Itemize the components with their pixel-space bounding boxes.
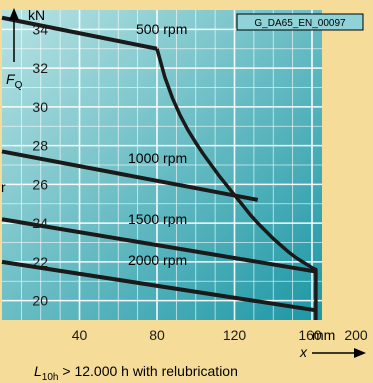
series-line-2	[1, 149, 259, 202]
figure-code: G_DA65_EN_00097	[254, 18, 346, 29]
series-line-4	[1, 259, 317, 313]
series-line-1	[1, 15, 158, 51]
x-unit: mm	[312, 327, 335, 343]
y-tick-label: 24	[32, 215, 48, 231]
x-tick-label: 160	[298, 327, 322, 343]
series-label-1: 500 rpm	[136, 21, 187, 37]
x-tick-label: 200	[344, 327, 368, 343]
series-labels: 500 rpm 1000 rpm 1500 rpm 2000 rpm	[128, 21, 187, 268]
series-label-2: 1000 rpm	[128, 150, 187, 166]
x-tick-label: 120	[223, 327, 247, 343]
series-line-3	[1, 217, 317, 274]
tick-labels: 20 22 24 26 28 30 32 34 40 80 120 160 200	[32, 21, 367, 343]
x-axis-arrowhead	[354, 348, 366, 358]
y-axis-arrowhead	[9, 8, 19, 20]
y-axis-label: FQ	[6, 71, 23, 91]
y-tick-label: 28	[32, 138, 48, 154]
y-tick-label: 34	[32, 21, 48, 37]
stray-text: r	[1, 179, 6, 195]
y-tick-label: 20	[32, 293, 48, 309]
y-tick-label: 32	[32, 60, 48, 76]
figure-code-box	[236, 13, 364, 31]
y-tick-label: 26	[32, 176, 48, 192]
limit-curve	[155, 48, 318, 320]
y-unit: kN	[28, 7, 45, 23]
footnote: L10h > 12.000 h with relubrication	[34, 363, 238, 383]
x-axis-label: x	[299, 344, 308, 360]
series-label-3: 1500 rpm	[128, 211, 187, 227]
series-group	[1, 15, 318, 320]
x-tick-label: 40	[72, 327, 88, 343]
y-tick-label: 30	[32, 99, 48, 115]
series-label-4: 2000 rpm	[128, 252, 187, 268]
y-tick-label: 22	[32, 254, 48, 270]
x-tick-label: 80	[149, 327, 165, 343]
